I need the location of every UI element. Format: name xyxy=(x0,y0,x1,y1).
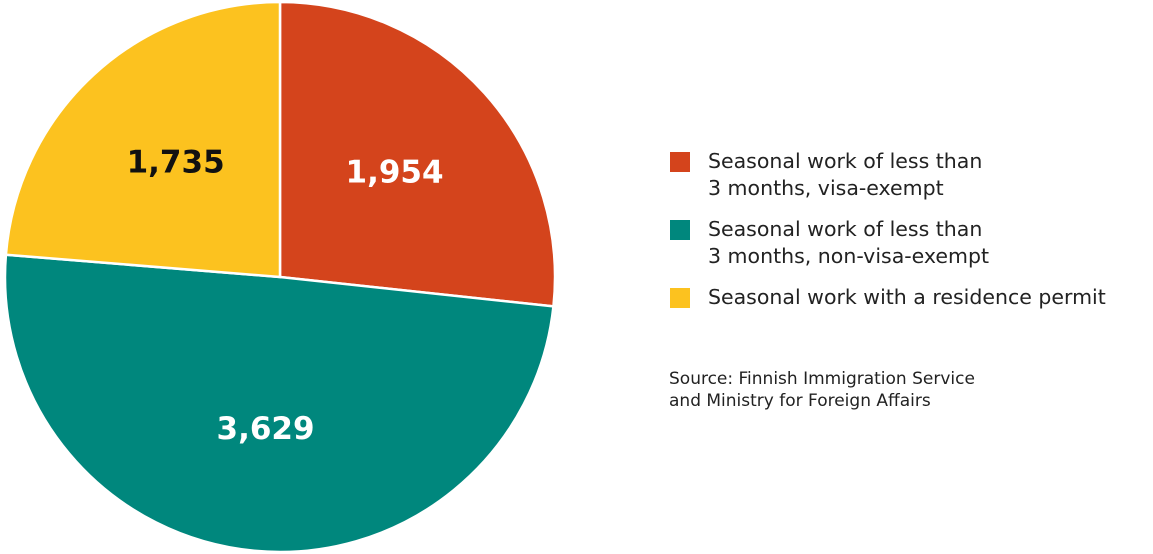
value-label: 1,735 xyxy=(127,144,225,180)
legend-swatch xyxy=(670,152,690,172)
pie-slice xyxy=(3,253,555,554)
value-label: 1,954 xyxy=(346,155,444,191)
legend-swatch xyxy=(670,288,690,308)
source: Source: Finnish Immigration Service and … xyxy=(669,369,975,411)
legend-item: Seasonal work with a residence permit xyxy=(670,284,1106,311)
legend: Seasonal work of less than 3 months, vis… xyxy=(670,148,1106,325)
pie-slice xyxy=(4,0,282,279)
legend-label: Seasonal work with a residence permit xyxy=(708,285,1106,309)
value-label: 3,629 xyxy=(217,411,315,447)
legend-item: Seasonal work of less than 3 months, non… xyxy=(670,216,1106,270)
legend-label: Seasonal work of less than 3 months, non… xyxy=(708,217,990,268)
pie-slice xyxy=(278,0,557,308)
legend-label: Seasonal work of less than 3 months, vis… xyxy=(708,149,983,200)
legend-swatch xyxy=(670,220,690,240)
legend-item: Seasonal work of less than 3 months, vis… xyxy=(670,148,1106,202)
